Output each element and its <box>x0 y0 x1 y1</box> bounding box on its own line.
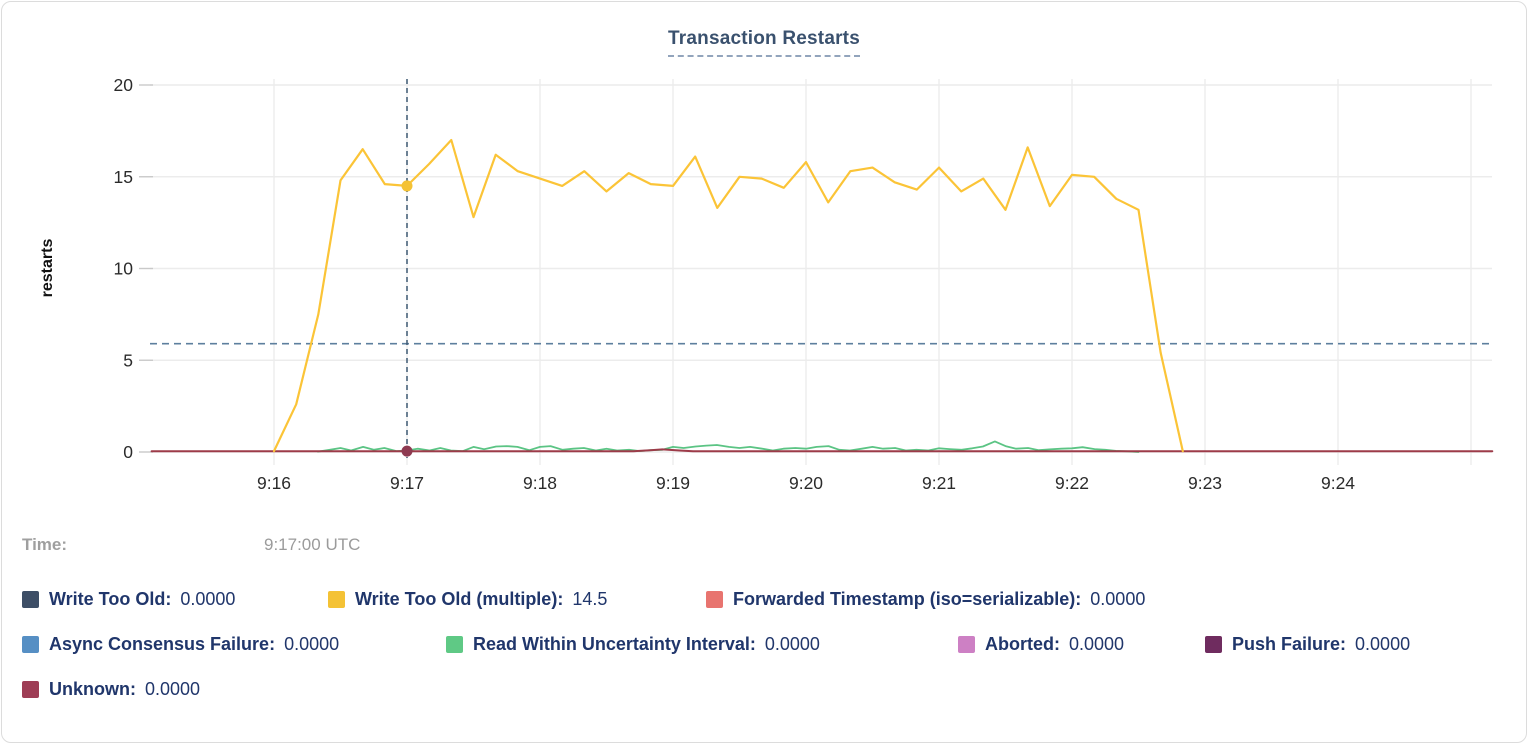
legend-item[interactable]: Unknown: 0.0000 <box>22 679 200 700</box>
hover-time-row: Time: 9:17:00 UTC <box>22 535 1512 557</box>
legend-row: Async Consensus Failure: 0.0000 Read Withi… <box>22 634 1512 655</box>
y-axis-label: restarts <box>39 238 56 298</box>
legend-item[interactable]: Write Too Old: 0.0000 <box>22 589 328 610</box>
y-tick-label: 10 <box>114 259 134 279</box>
x-tick-label: 9:18 <box>523 473 557 493</box>
x-tick-label: 9:24 <box>1321 473 1355 493</box>
chart-title[interactable]: Transaction Restarts <box>668 28 860 57</box>
x-tick-label: 9:23 <box>1188 473 1222 493</box>
legend-value: 14.5 <box>572 589 608 609</box>
legend-item[interactable]: Write Too Old (multiple): 14.5 <box>328 589 706 610</box>
chart-header: Transaction Restarts <box>2 28 1526 57</box>
series-line <box>150 448 1494 453</box>
legend-label: Push Failure: <box>1232 634 1347 654</box>
legend-item[interactable]: Forwarded Timestamp (iso=serializable): 0… <box>706 589 1145 610</box>
legend-value: 0.0000 <box>1090 589 1146 609</box>
series-line <box>272 138 1184 453</box>
legend-label: Write Too Old (multiple): <box>355 589 564 609</box>
hover-point-marker <box>401 180 413 192</box>
legend-value: 0.0000 <box>180 589 236 609</box>
y-tick-label: 0 <box>123 442 133 462</box>
y-tick-label: 20 <box>114 75 134 95</box>
y-tick-label: 15 <box>114 167 133 187</box>
legend-swatch-icon <box>328 591 345 608</box>
legend-label: Write Too Old: <box>49 589 172 609</box>
x-tick-label: 9:21 <box>922 473 956 493</box>
legend-swatch-icon <box>706 591 723 608</box>
legend-value: 0.0000 <box>145 679 201 699</box>
legend-row: Write Too Old: 0.0000 Write Too Old (multi… <box>22 589 1512 610</box>
hover-point-marker <box>401 445 413 457</box>
transaction-restarts-chart[interactable]: 0 5 10 15 20 9:16 9:17 9:18 9:19 9:20 9:21 9:22 9:23… <box>2 2 1528 522</box>
x-tick-label: 9:16 <box>257 473 291 493</box>
legend-item[interactable]: Read Within Uncertainty Interval: 0.0000 <box>446 634 958 655</box>
legend-label: Async Consensus Failure: <box>49 634 276 654</box>
x-tick-label: 9:19 <box>656 473 690 493</box>
hover-time-value: 9:17:00 UTC <box>264 535 361 554</box>
legend-item[interactable]: Aborted: 0.0000 <box>958 634 1205 655</box>
legend-value: 0.0000 <box>284 634 340 654</box>
x-tick-label: 9:22 <box>1055 473 1089 493</box>
legend-value: 0.0000 <box>1355 634 1411 654</box>
y-tick-label: 5 <box>123 350 133 370</box>
legend-swatch-icon <box>22 591 39 608</box>
legend-swatch-icon <box>22 636 39 653</box>
legend: Write Too Old: 0.0000 Write Too Old (multi… <box>22 589 1512 700</box>
hover-readout-panel: Time: 9:17:00 UTC Write Too Old: 0.0000 Wr… <box>22 535 1512 700</box>
legend-item[interactable]: Push Failure: 0.0000 <box>1205 634 1410 655</box>
legend-label: Aborted: <box>985 634 1060 654</box>
legend-swatch-icon <box>958 636 975 653</box>
legend-label: Read Within Uncertainty Interval: <box>473 634 756 654</box>
legend-item[interactable]: Async Consensus Failure: 0.0000 <box>22 634 446 655</box>
legend-value: 0.0000 <box>1069 634 1125 654</box>
legend-value: 0.0000 <box>764 634 820 654</box>
x-tick-label: 9:17 <box>390 473 424 493</box>
x-tick-label: 9:20 <box>789 473 823 493</box>
legend-swatch-icon <box>446 636 463 653</box>
legend-label: Forwarded Timestamp (iso=serializable): <box>733 589 1082 609</box>
hover-time-label: Time: <box>22 535 68 554</box>
legend-label: Unknown: <box>49 679 136 699</box>
legend-row: Unknown: 0.0000 <box>22 679 1512 700</box>
legend-swatch-icon <box>22 681 39 698</box>
legend-swatch-icon <box>1205 636 1222 653</box>
